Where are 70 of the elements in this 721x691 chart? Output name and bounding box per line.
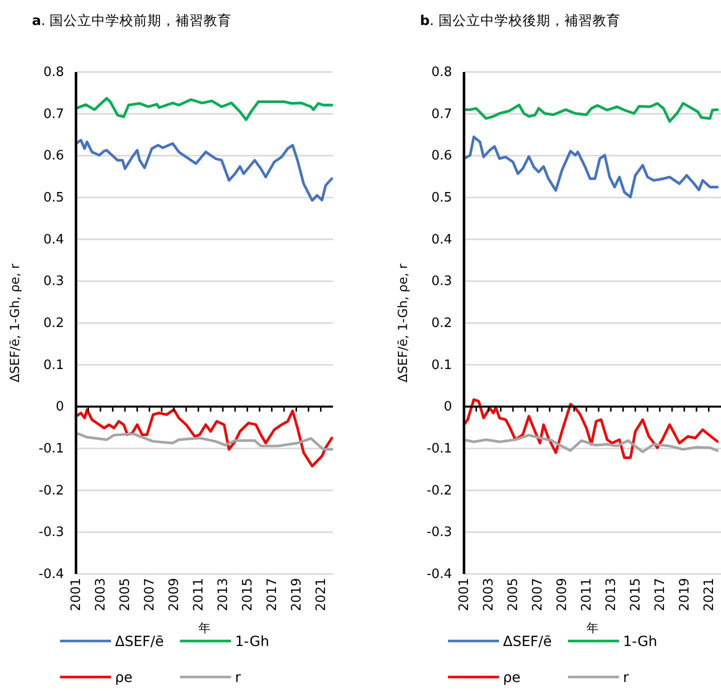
x-tick-label: 2009 — [166, 578, 182, 612]
y-tick-label: 0.3 — [43, 274, 64, 289]
line-series — [74, 408, 334, 468]
x-tick-label: 2001 — [68, 578, 84, 612]
y-tick-label: 0.7 — [43, 106, 64, 122]
legend-label: r — [623, 670, 629, 686]
legend-label: ΔSEF/ē — [503, 634, 552, 650]
x-tick-label: 2009 — [554, 578, 570, 612]
x-tick-label: 2005 — [505, 578, 520, 612]
x-tick-label: 2003 — [92, 578, 108, 612]
y-tick-label: -0.4 — [426, 566, 452, 582]
line-series — [74, 97, 334, 121]
y-tick-label: 0.4 — [43, 232, 64, 247]
x-tick-label: 2017 — [652, 578, 668, 612]
legend-label: 1-Gh — [623, 634, 658, 650]
x-tick-label: 2013 — [603, 578, 618, 612]
x-tick-label: 2019 — [288, 578, 304, 612]
x-tick-label: 2013 — [215, 578, 230, 612]
x-axis-title: 年 — [198, 621, 210, 635]
y-tick-label: 0.5 — [43, 190, 64, 205]
legend-label: ρe — [503, 670, 520, 686]
y-tick-label: -0.3 — [426, 524, 452, 540]
x-tick-label: 2015 — [240, 578, 255, 612]
y-tick-label: 0.8 — [43, 64, 64, 80]
x-axis-title: 年 — [586, 621, 598, 635]
legend-label: 1-Gh — [235, 634, 270, 650]
x-tick-label: 2019 — [676, 578, 692, 612]
y-axis-title: ΔSEF/ē, 1-Gh, ρe, r — [395, 262, 410, 382]
line-series — [462, 398, 719, 459]
legend-label: ρe — [115, 670, 132, 686]
x-tick-label: 2003 — [480, 578, 496, 612]
y-tick-label: 0.2 — [431, 316, 452, 330]
y-tick-label: 0.8 — [431, 64, 452, 80]
chart-title: b. 国公立中学校後期，補習教育 — [420, 12, 620, 29]
y-tick-label: 0.5 — [431, 190, 452, 205]
y-tick-label: 0 — [56, 399, 64, 414]
y-tick-label: -0.1 — [426, 441, 452, 456]
x-tick-label: 2007 — [142, 578, 157, 612]
legend-label: r — [235, 670, 241, 686]
x-tick-label: 2005 — [117, 578, 132, 612]
line-series — [74, 138, 334, 202]
x-tick-label: 2021 — [701, 578, 716, 612]
y-tick-label: -0.3 — [38, 524, 64, 540]
y-tick-label: -0.4 — [38, 566, 64, 582]
y-tick-label: -0.2 — [426, 482, 452, 498]
y-tick-label: 0.6 — [431, 148, 452, 164]
y-tick-label: -0.1 — [38, 441, 64, 456]
line-series — [462, 102, 719, 123]
y-axis-title: ΔSEF/ē, 1-Gh, ρe, r — [7, 262, 22, 382]
x-tick-label: 2007 — [530, 578, 545, 612]
y-tick-label: -0.2 — [38, 482, 64, 498]
x-tick-label: 2001 — [456, 578, 472, 612]
x-tick-label: 2021 — [313, 578, 328, 612]
y-tick-label: 0.2 — [43, 316, 64, 330]
y-tick-label: 0.1 — [43, 357, 64, 372]
y-tick-label: 0 — [444, 399, 452, 414]
y-tick-label: 0.6 — [43, 148, 64, 164]
line-series — [74, 432, 334, 451]
y-tick-label: 0.4 — [431, 232, 452, 247]
x-tick-label: 2011 — [190, 578, 206, 612]
x-tick-label: 2017 — [264, 578, 280, 612]
x-tick-label: 2011 — [578, 578, 594, 612]
y-tick-label: 0.7 — [431, 106, 452, 122]
legend-label: ΔSEF/ē — [115, 634, 164, 650]
line-series — [462, 434, 719, 454]
x-tick-label: 2015 — [628, 578, 643, 612]
line-series — [462, 136, 719, 198]
y-tick-label: 0.3 — [431, 274, 452, 289]
y-tick-label: 0.1 — [431, 357, 452, 372]
chart-title: a. 国公立中学校前期，補習教育 — [32, 12, 232, 29]
